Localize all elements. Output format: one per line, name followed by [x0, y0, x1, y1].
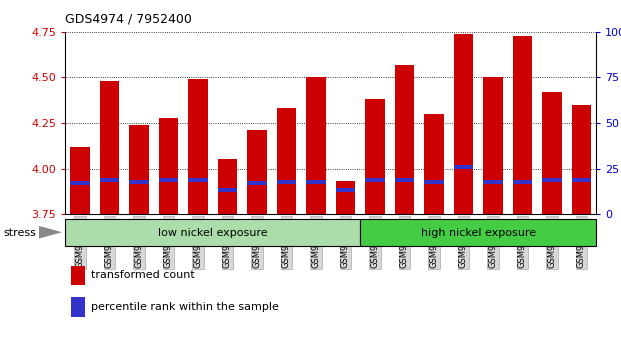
Text: high nickel exposure: high nickel exposure [420, 228, 536, 238]
Bar [572, 105, 591, 214]
Bar [188, 79, 207, 214]
Bar [395, 65, 414, 214]
Bar [70, 181, 89, 185]
Bar [572, 178, 591, 182]
Bar [218, 188, 237, 192]
Text: stress: stress [3, 228, 36, 238]
Bar [100, 81, 119, 214]
Text: transformed count: transformed count [91, 270, 195, 280]
Bar [159, 118, 178, 214]
Bar [454, 165, 473, 169]
Bar [483, 180, 502, 184]
Bar [247, 181, 266, 185]
Bar [129, 125, 148, 214]
Text: GDS4974 / 7952400: GDS4974 / 7952400 [65, 12, 192, 25]
Bar [424, 114, 443, 214]
Bar [247, 130, 266, 214]
Bar [277, 180, 296, 184]
Bar [542, 178, 561, 182]
Bar [395, 178, 414, 182]
Text: percentile rank within the sample: percentile rank within the sample [91, 302, 279, 312]
FancyBboxPatch shape [360, 219, 596, 246]
Bar [159, 178, 178, 182]
Bar [306, 78, 325, 214]
Bar [277, 108, 296, 214]
Bar [70, 147, 89, 214]
Bar [454, 34, 473, 214]
Bar [336, 188, 355, 192]
Bar [542, 92, 561, 214]
Polygon shape [39, 226, 62, 239]
Bar [306, 180, 325, 184]
Bar [365, 99, 384, 214]
Bar [513, 35, 532, 214]
Bar [129, 180, 148, 184]
Text: low nickel exposure: low nickel exposure [158, 228, 268, 238]
FancyBboxPatch shape [65, 219, 360, 246]
Bar [424, 180, 443, 184]
Bar [483, 78, 502, 214]
Bar [336, 181, 355, 214]
Bar [100, 178, 119, 182]
Bar [188, 178, 207, 182]
Bar [365, 178, 384, 182]
Bar [218, 159, 237, 214]
Bar [513, 180, 532, 184]
